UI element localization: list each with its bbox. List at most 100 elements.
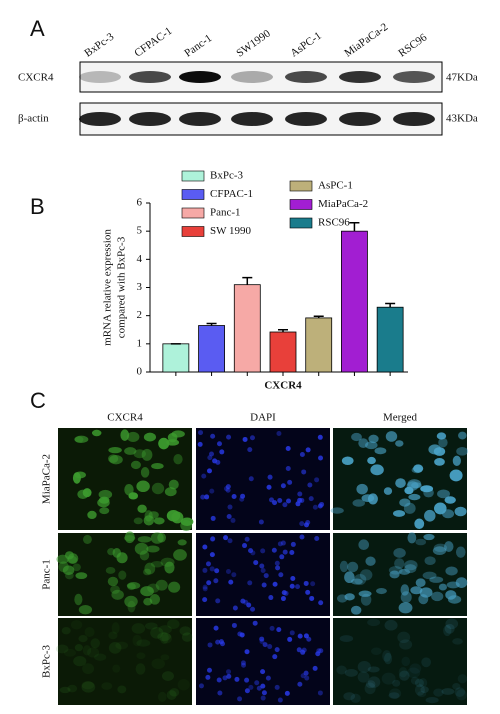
cell: [99, 507, 110, 515]
bar: [162, 343, 190, 373]
cell: [410, 586, 423, 595]
cell: [297, 681, 303, 687]
cell: [144, 562, 156, 575]
cell: [209, 566, 215, 572]
cell: [73, 655, 87, 667]
cell: [112, 664, 121, 673]
cell: [368, 434, 379, 444]
cell: [275, 565, 281, 571]
cell: [411, 482, 422, 489]
cell: [269, 625, 275, 631]
cell: [139, 550, 150, 561]
cell: [78, 634, 88, 643]
cell: [272, 500, 278, 506]
cell: [158, 625, 172, 634]
cell: [126, 582, 141, 590]
cell: [64, 551, 74, 560]
cell: [350, 693, 361, 703]
cell: [124, 595, 138, 608]
cell: [84, 626, 95, 638]
cell: [181, 632, 193, 642]
cell: [82, 663, 95, 675]
band: [129, 71, 171, 83]
cell: [267, 644, 273, 650]
cell: [246, 602, 252, 608]
cell: [210, 433, 216, 439]
cell: [262, 642, 268, 648]
cell: [454, 687, 466, 697]
cell: [171, 430, 185, 438]
cell: [210, 536, 216, 542]
legend-label: CFPAC-1: [210, 188, 253, 200]
cell: [456, 447, 469, 456]
cell: [309, 595, 315, 601]
cell: [253, 560, 259, 566]
cell: [423, 488, 434, 498]
cell: [367, 676, 381, 688]
cell: [131, 623, 146, 634]
cell: [74, 644, 83, 652]
cell: [308, 496, 314, 502]
cell: [421, 657, 432, 668]
cell: [303, 522, 309, 528]
cell: [151, 658, 165, 669]
cell: [314, 477, 320, 483]
cell: [278, 572, 284, 578]
cell: [205, 674, 211, 680]
cell: [260, 568, 266, 574]
lane-label: RSC96: [396, 31, 429, 59]
cell: [252, 620, 258, 626]
legend-label: MiaPaCa-2: [318, 198, 368, 210]
cell: [168, 479, 179, 490]
cell: [210, 536, 216, 542]
cell: [414, 518, 425, 530]
cell: [284, 690, 290, 696]
cell: [254, 680, 260, 686]
lane-label: BxPc-3: [82, 30, 116, 59]
cell: [436, 432, 447, 440]
lane-label: AsPC-1: [288, 30, 323, 60]
cell: [304, 675, 310, 681]
error-bar: [385, 302, 396, 308]
cell: [240, 493, 246, 499]
cell: [206, 580, 212, 586]
cell: [283, 590, 289, 596]
cell: [109, 455, 123, 465]
cell: [424, 556, 436, 566]
cell: [289, 583, 295, 589]
cell: [356, 483, 368, 495]
cell: [225, 568, 231, 574]
panel-label: C: [30, 388, 46, 413]
cell: [384, 619, 398, 631]
cell: [389, 688, 402, 699]
cell: [223, 535, 229, 541]
micrograph: [196, 428, 330, 530]
cell: [438, 437, 448, 448]
cell: [297, 491, 303, 497]
cell: [179, 626, 192, 636]
cell: [145, 622, 158, 630]
cell: [399, 670, 410, 681]
cell: [449, 469, 463, 482]
cell: [151, 462, 164, 470]
lane-label: Panc-1: [182, 32, 214, 59]
cell: [141, 448, 153, 461]
cell: [359, 569, 373, 581]
cell: [213, 625, 219, 631]
cell: [136, 639, 151, 647]
cell: [197, 441, 203, 447]
cell: [218, 639, 224, 645]
cell: [280, 540, 286, 546]
cell: [454, 506, 467, 517]
band: [129, 112, 171, 126]
cell: [216, 441, 222, 447]
cell: [55, 644, 69, 654]
cell: [209, 552, 215, 558]
cell: [434, 502, 447, 515]
cell: [303, 633, 309, 639]
cell: [265, 675, 271, 681]
cell: [266, 484, 272, 490]
cell: [151, 482, 165, 495]
cell: [367, 618, 381, 627]
cell: [164, 487, 177, 497]
